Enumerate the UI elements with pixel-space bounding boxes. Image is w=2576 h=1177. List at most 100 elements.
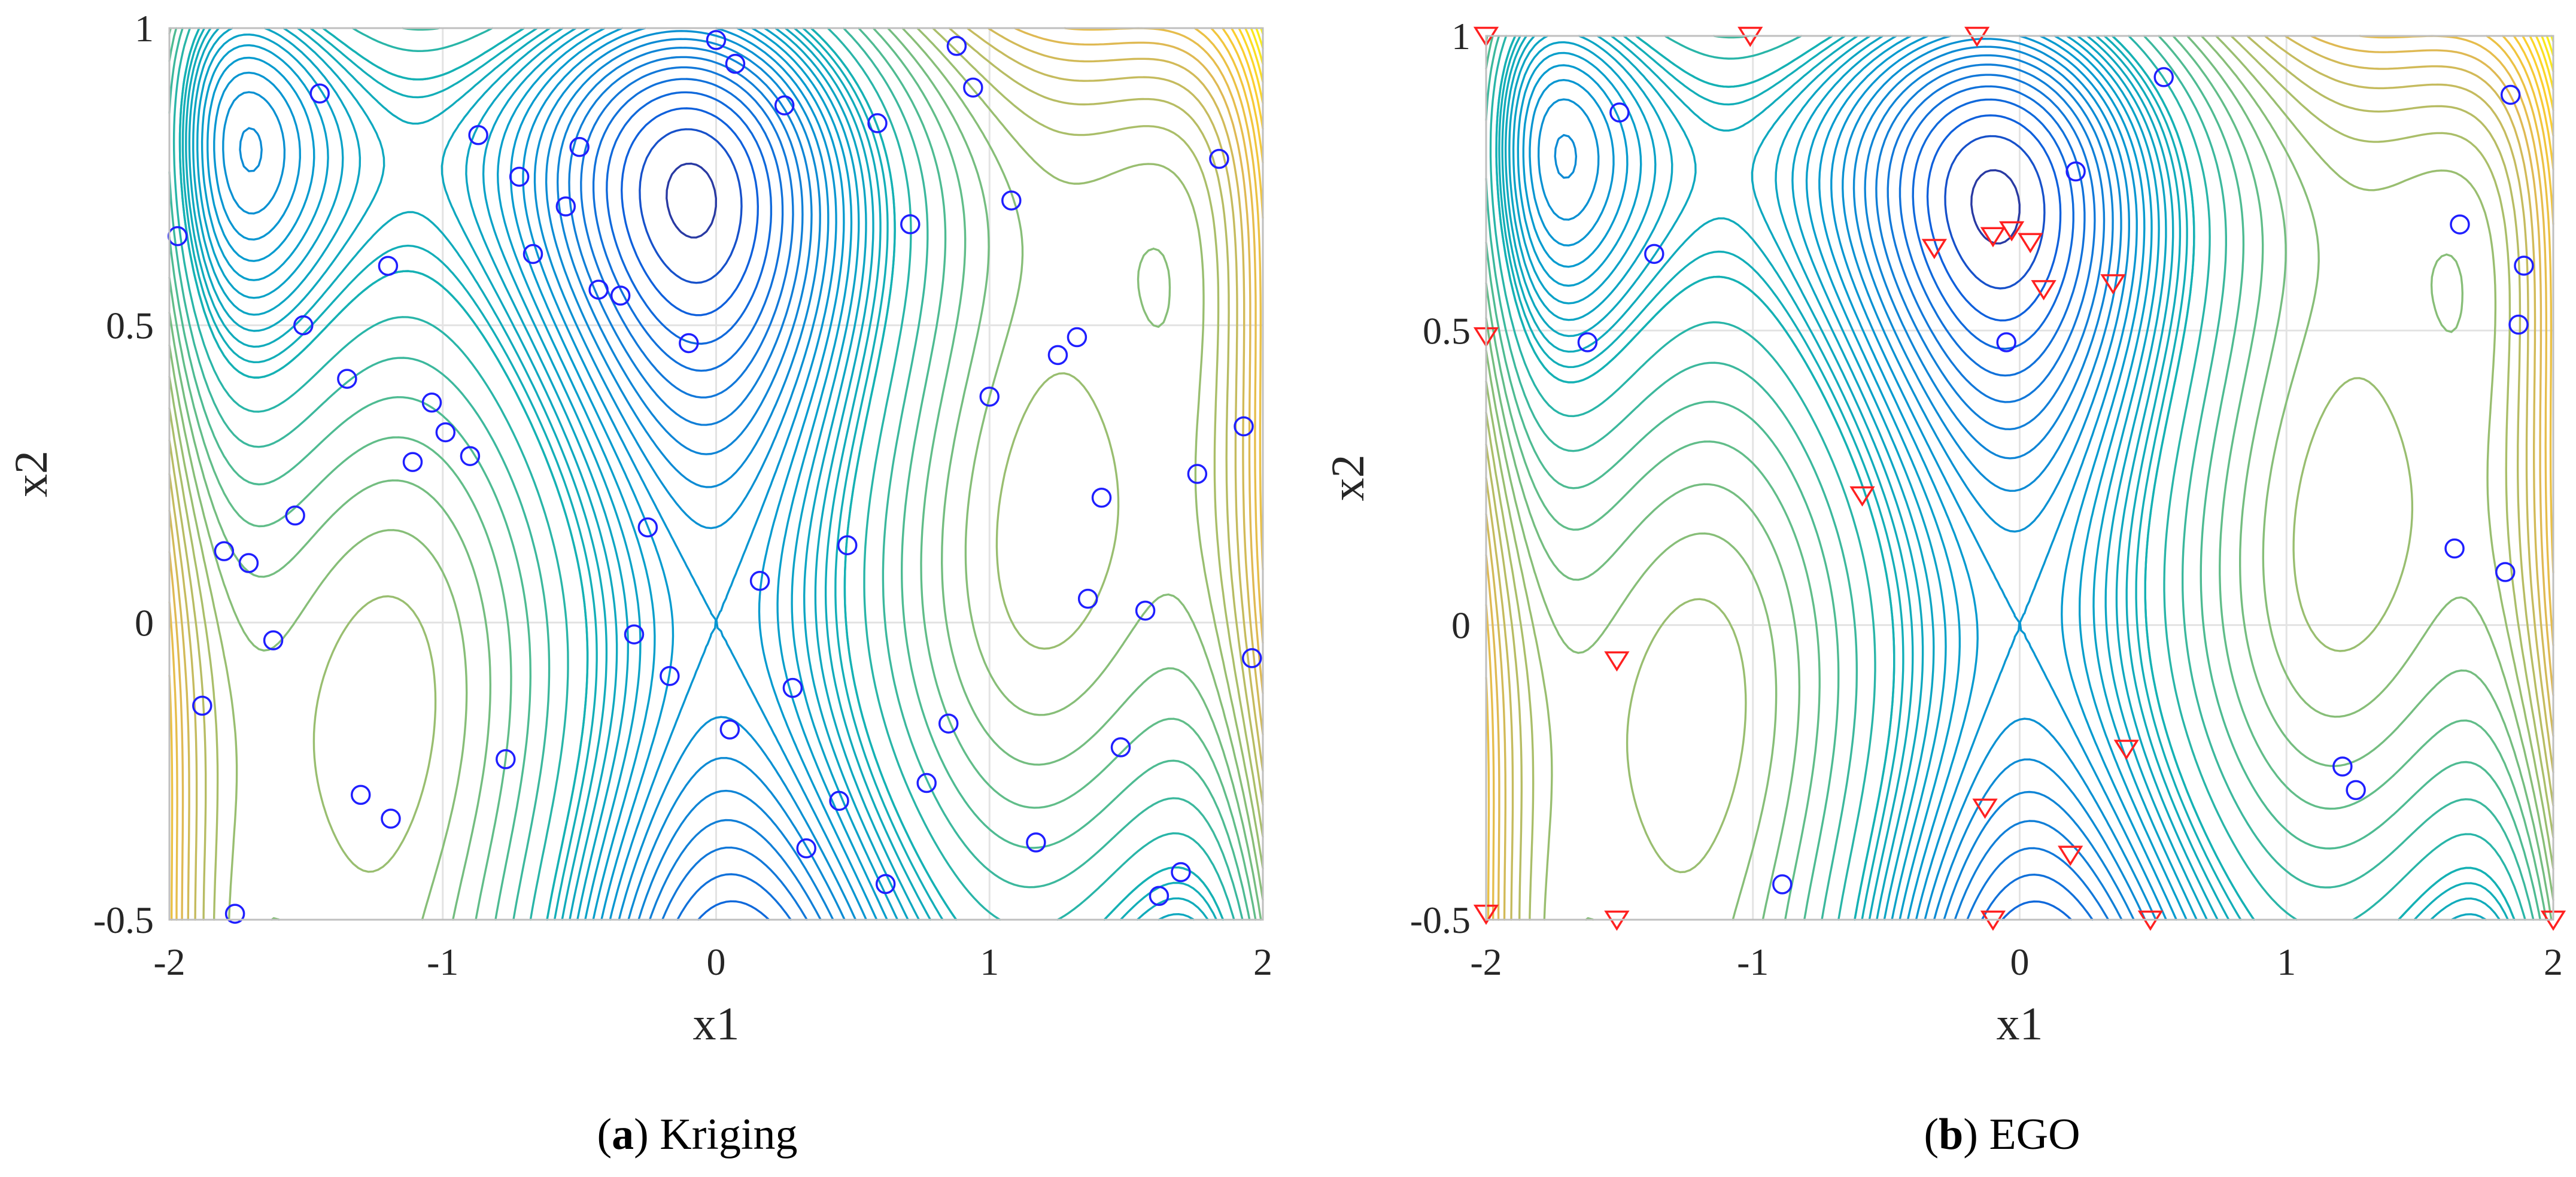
caption-letter: a [612, 1110, 634, 1159]
contour-level-7 [557, 47, 834, 921]
contour-level-30 [1485, 35, 2554, 921]
sample-point-circle [2450, 214, 2470, 235]
contour-level-0 [1970, 169, 2021, 245]
caption-paren-close: ) [1963, 1110, 1989, 1159]
contour-level-20 [1489, 35, 2526, 921]
contour-level-5 [1887, 74, 2110, 921]
sample-point-circle [938, 713, 959, 734]
caption-letter: b [1939, 1110, 1963, 1159]
contour-level-10 [213, 27, 867, 921]
sample-point-circle [2065, 161, 2086, 182]
contour-level-32 [168, 27, 1264, 921]
infill-point-triangle [2100, 274, 2126, 295]
contour-level-33 [168, 27, 1264, 921]
sample-point-circle [867, 113, 888, 133]
infill-point-triangle [1849, 486, 1875, 507]
sample-point-circle [337, 369, 357, 389]
contour-level-28 [1485, 35, 2554, 921]
x-tick-label: -2 [1470, 941, 1502, 983]
axes-frame [1485, 35, 2554, 921]
sample-point-circle [1644, 244, 1664, 264]
sample-point-circle [402, 452, 423, 472]
sample-point-circle [706, 30, 727, 50]
sample-point-circle [2444, 538, 2465, 559]
y-tick-label: 0.5 [1423, 309, 1471, 352]
y-tick-label: 0 [135, 601, 154, 644]
sample-point-circle [916, 772, 937, 793]
infill-point-triangle [2113, 740, 2139, 761]
contour-level-26 [1485, 35, 2554, 921]
sample-point-circle [523, 244, 543, 264]
sample-point-circle [1135, 600, 1156, 621]
contour-level-8 [1554, 45, 2146, 921]
sample-point-circle [1996, 332, 2016, 352]
sample-markers [167, 30, 1262, 924]
panel-b-ego: -2 -1 0 1 2 -0.5 0 0.5 1 x1 x2 (b) EGO [1322, 15, 2566, 1159]
contour-level-7 [1864, 54, 2135, 921]
contour-level-16 [1501, 35, 2501, 921]
sample-point-circle [496, 749, 516, 770]
contour-level-24 [168, 27, 1262, 921]
sample-point-circle [238, 553, 259, 573]
sample-point-circle [192, 695, 212, 716]
y-tick-label: 1 [1451, 15, 1471, 57]
caption-paren-close: ) [634, 1110, 660, 1159]
contour-level-2 [1926, 114, 2062, 322]
sample-point-circle [555, 196, 576, 217]
infill-point-triangle [1921, 239, 1948, 260]
contour-level-17 [181, 27, 1218, 921]
sample-point-circle [1077, 588, 1098, 609]
sample-point-circle [224, 904, 245, 924]
contour-level-22 [168, 27, 1251, 921]
contour-level-17 [1498, 35, 2509, 921]
sample-point-circle [569, 136, 590, 157]
sample-point-circle [293, 315, 314, 336]
tick-labels: -2 -1 0 1 2 -0.5 0 0.5 1 [1410, 15, 2563, 983]
sample-point-circle [509, 166, 530, 187]
sample-point-circle [1149, 886, 1169, 907]
caption-paren-open: ( [1924, 1110, 1939, 1159]
contour-level-8 [239, 38, 846, 921]
contour-level-1 [639, 128, 743, 284]
contour-level-9 [1538, 38, 2157, 921]
sample-point-circle [309, 83, 330, 104]
infill-point-triangle [1604, 651, 1630, 672]
y-tick-label: -0.5 [93, 899, 154, 941]
contour-level-15 [1504, 35, 2487, 921]
sample-point-circle [624, 624, 645, 644]
sample-point-circle [285, 505, 305, 526]
sample-point-circle [782, 677, 803, 698]
x-axis-label: x1 [693, 997, 740, 1050]
sample-point-circle [725, 53, 746, 74]
y-tick-label: -0.5 [1410, 899, 1471, 941]
sample-point-circle [660, 665, 680, 686]
contour-level-4 [1898, 85, 2094, 921]
sample-point-circle [381, 808, 401, 829]
contour-level-1 [1944, 135, 2046, 290]
sample-point-circle [378, 256, 399, 276]
contour-level-13 [1512, 35, 2198, 921]
contour-level-15 [188, 27, 1195, 921]
y-axis-label: x2 [5, 451, 57, 497]
axes-frame [168, 27, 1264, 921]
contour-level-20 [172, 27, 1235, 921]
sample-point-circle [1047, 345, 1068, 366]
infill-point-triangle [1972, 798, 1998, 819]
sample-point-circle [1026, 832, 1046, 853]
contour-level-6 [1875, 63, 2123, 921]
contour-lines [1485, 35, 2554, 921]
sample-point-circle [1241, 648, 1262, 668]
contour-level-0 [666, 162, 717, 239]
x-tick-label: 0 [707, 941, 726, 983]
sample-point-circle [963, 77, 983, 98]
sample-point-circle [610, 285, 631, 306]
infill-point-triangle [2031, 280, 2056, 301]
sample-point-circle [1001, 190, 1022, 211]
sample-point-circle [875, 874, 896, 895]
sample-point-circle [837, 535, 858, 555]
contour-level-23 [168, 27, 1257, 921]
contour-level-6 [568, 56, 822, 921]
sample-point-circle [1772, 874, 1793, 895]
caption-text: EGO [1989, 1110, 2080, 1159]
x-tick-label: 2 [1253, 941, 1272, 983]
